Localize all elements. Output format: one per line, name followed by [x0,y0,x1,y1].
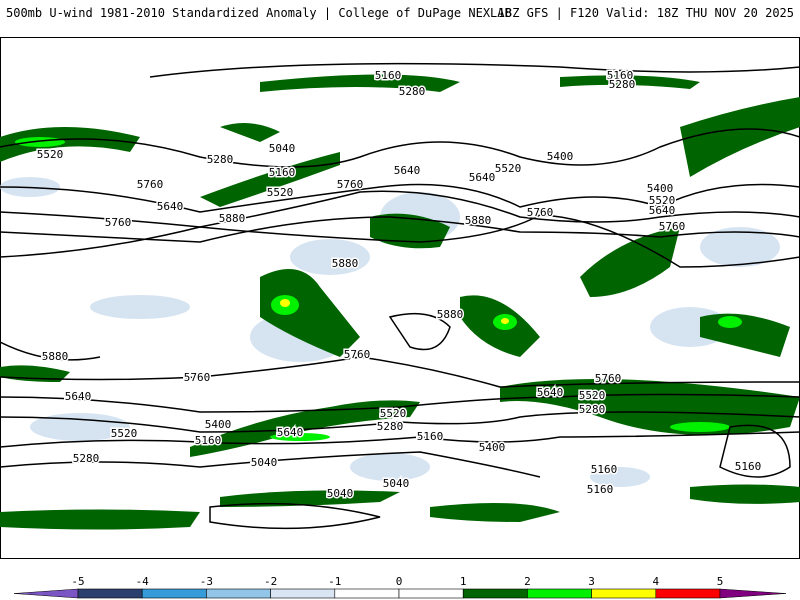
contour-label: 5760 [595,372,622,385]
colorbar-tick-label: 1 [460,575,467,588]
contour-label: 5520 [111,427,138,440]
contour-label: 5640 [157,200,184,213]
contour-label: 5040 [251,456,278,469]
contour-label: 5880 [42,350,69,363]
contour-label: 5280 [579,403,606,416]
contour-label: 5160 [375,69,402,82]
contour-label: 5160 [417,430,444,443]
contour-label: 5760 [337,178,364,191]
contour-label: 5760 [105,216,132,229]
colorbar-tick-label: -1 [328,575,341,588]
colorbar-tick-label: 5 [717,575,724,588]
contour-label: 5280 [377,420,404,433]
colorbar-swatch [462,588,528,599]
colorbar-swatch [527,588,592,599]
contour-label: 5400 [205,418,232,431]
colorbar-tick-label: 0 [396,575,403,588]
contour-label: 5400 [647,182,674,195]
contour-label: 5640 [649,204,676,217]
colorbar-swatch [334,588,400,599]
valid-time: 18Z GFS | F120 Valid: 18Z THU NOV 20 202… [497,6,794,20]
colorbar-tick-label: 4 [652,575,659,588]
contour-label: 5760 [137,178,164,191]
colorbar-tick-label: -2 [264,575,277,588]
contour-label: 5280 [73,452,100,465]
contour-label: 5640 [469,171,496,184]
contour-label: 5280 [207,153,234,166]
contour-label: 5640 [65,390,92,403]
contour-label: 5640 [537,386,564,399]
colorbar-tick-label: -5 [71,575,84,588]
contour-label: 5640 [277,426,304,439]
contour-label: 5520 [37,148,64,161]
contour-label: 5040 [327,487,354,500]
extreme-positive-anomaly-shading [280,299,509,324]
contour-label: 5880 [437,308,464,321]
colorbar-tick-label: -4 [136,575,150,588]
contour-label: 5280 [609,78,636,91]
contour-label: 5400 [479,441,506,454]
colorbar-swatch [270,588,336,599]
contour-label: 5160 [735,460,762,473]
contour-label: 5880 [332,257,359,270]
contour-label: 5280 [399,85,426,98]
contour-label: 5520 [380,407,407,420]
colorbar-swatch [655,588,721,599]
colorbar: -5 -4 -3 -2 -1 0 1 2 3 4 5 [13,575,787,599]
contour-label: 5760 [184,371,211,384]
contour-label: 5400 [547,150,574,163]
colorbar-tick-label: -3 [200,575,213,588]
colorbar-min-arrow [13,588,79,599]
contour-label: 5520 [579,389,606,402]
colorbar-max-arrow [719,588,787,599]
contour-label: 5520 [495,162,522,175]
contour-label: 5880 [219,212,246,225]
height-contours [0,62,800,530]
contour-label: 5160 [591,463,618,476]
contour-label: 5760 [659,220,686,233]
contour-label: 5760 [527,206,554,219]
contour-label: 5160 [607,69,634,82]
contour-label: 5880 [465,214,492,227]
contour-label: 5160 [269,166,296,179]
colorbar-tick-label: 3 [588,575,595,588]
colorbar-swatch [206,588,271,599]
contour-label: 5160 [195,434,222,447]
colorbar-swatch [591,588,657,599]
contour-label: 5520 [267,186,294,199]
colorbar-swatch [141,588,207,599]
contour-label: 5520 [649,194,676,207]
colorbar-swatch [398,588,464,599]
contour-label: 5040 [269,142,296,155]
colorbar-tick-label: 2 [524,575,531,588]
colorbar-swatch [77,588,143,599]
contour-label: 5160 [587,483,614,496]
chart-title: 500mb U-wind 1981-2010 Standardized Anom… [6,6,512,20]
contour-label: 5760 [344,348,371,361]
contour-label: 5040 [383,477,410,490]
contour-label: 5640 [394,164,421,177]
